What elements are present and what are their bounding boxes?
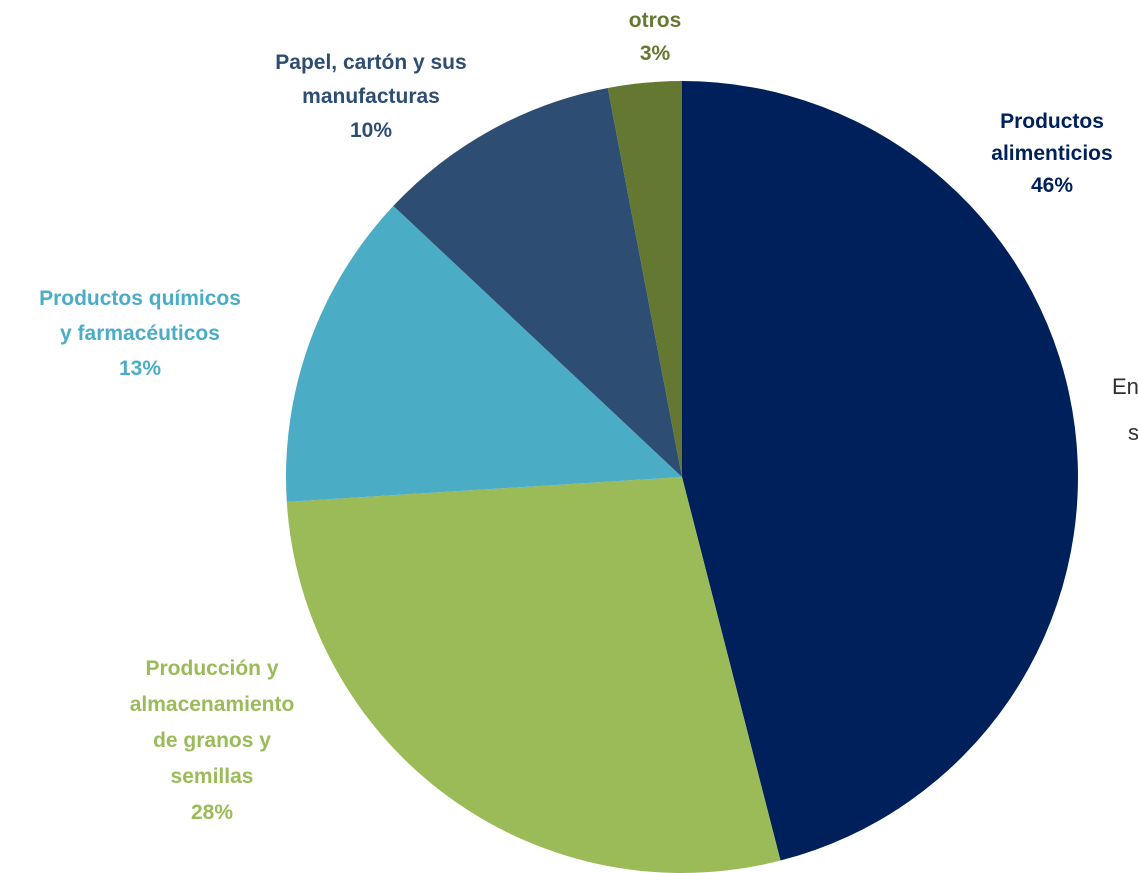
slice-label-line: alimenticios — [991, 142, 1112, 165]
slice-label-line: semillas — [171, 765, 254, 788]
slice-label-0: Productos alimenticios 46% — [991, 110, 1112, 197]
slice-label-2: Productos químicos y farmacéuticos 13% — [39, 287, 241, 380]
pie-slices — [285, 81, 1078, 873]
slice-label-line: de granos y — [153, 729, 271, 752]
slice-label-line: almacenamiento — [130, 693, 295, 716]
slice-label-line: y farmacéuticos — [60, 322, 220, 345]
slice-label-1: Producción y almacenamiento de granos y sem… — [130, 657, 295, 824]
slice-label-line: Productos químicos — [39, 287, 241, 310]
slice-label-3: Papel, cartón y sus manufacturas 10% — [275, 51, 466, 142]
slice-value-label: 3% — [640, 42, 671, 65]
pie-slice-1 — [286, 477, 781, 873]
pie-slice-3 — [393, 88, 682, 477]
slice-value-label: 46% — [1031, 174, 1073, 197]
slice-value-label: 13% — [119, 357, 161, 380]
slice-label-line: manufacturas — [302, 85, 440, 108]
slice-label-line: Productos — [1000, 110, 1104, 133]
slice-value-label: 28% — [191, 801, 233, 824]
slice-label-4: otros 3% — [629, 9, 682, 65]
slice-value-label: 10% — [350, 119, 392, 142]
pie-slice-4 — [607, 81, 682, 477]
slice-labels: Productos alimenticios 46% Producción y alma… — [39, 9, 1113, 824]
pie-slice-0 — [682, 81, 1078, 861]
cut-off-text-2: s — [1128, 420, 1138, 445]
slice-label-line: Producción y — [145, 657, 278, 680]
slice-label-line: otros — [629, 9, 682, 32]
cut-off-text-1: En — [1112, 374, 1138, 399]
slice-label-line: Papel, cartón y sus — [275, 51, 466, 74]
pie-slice-2 — [285, 205, 682, 502]
